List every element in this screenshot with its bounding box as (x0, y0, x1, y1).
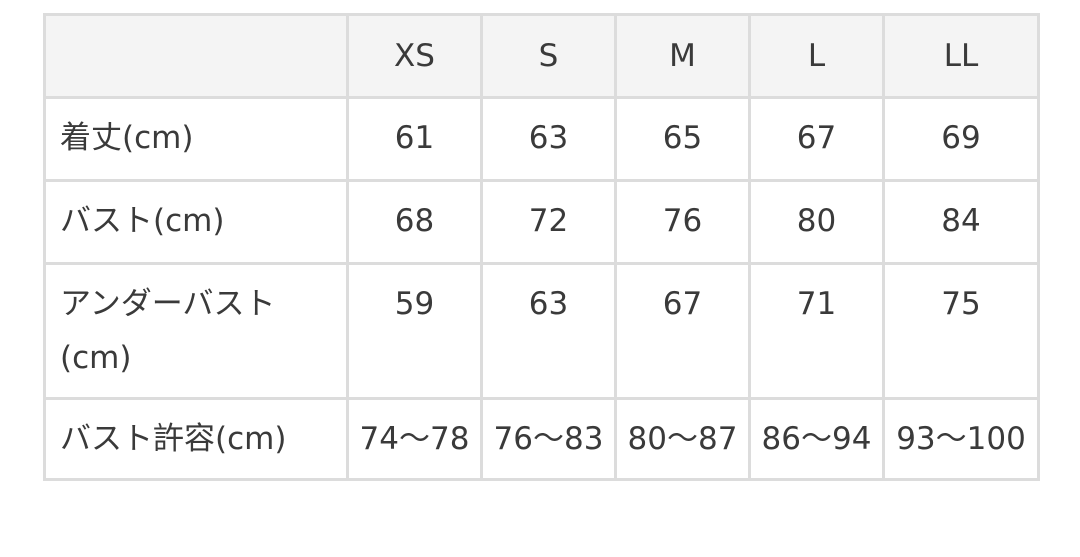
cell: 76 (614, 179, 751, 265)
header-row: XS S M L LL (43, 13, 1040, 99)
row-label: アンダーバスト(cm) (43, 262, 349, 400)
cell: 71 (748, 262, 885, 400)
cell: 76〜83 (480, 397, 617, 481)
header-size-ll: LL (882, 13, 1040, 99)
cell: 75 (882, 262, 1040, 400)
cell: 63 (480, 262, 617, 400)
row-label: 着丈(cm) (43, 96, 349, 182)
row-label: バスト許容(cm) (43, 397, 349, 481)
cell: 63 (480, 96, 617, 182)
cell: 61 (346, 96, 483, 182)
cell: 68 (346, 179, 483, 265)
cell: 80 (748, 179, 885, 265)
header-corner (43, 13, 349, 99)
size-chart-table: XS S M L LL 着丈(cm) 61 63 65 67 69 バスト(cm… (43, 13, 1040, 481)
header-size-xs: XS (346, 13, 483, 99)
cell: 59 (346, 262, 483, 400)
cell: 80〜87 (614, 397, 751, 481)
cell: 74〜78 (346, 397, 483, 481)
cell: 93〜100 (882, 397, 1040, 481)
table-row: バスト(cm) 68 72 76 80 84 (43, 179, 1040, 265)
cell: 86〜94 (748, 397, 885, 481)
header-size-s: S (480, 13, 617, 99)
cell: 67 (748, 96, 885, 182)
table-row: 着丈(cm) 61 63 65 67 69 (43, 96, 1040, 182)
cell: 69 (882, 96, 1040, 182)
table-row: アンダーバスト(cm) 59 63 67 71 75 (43, 262, 1040, 400)
cell: 84 (882, 179, 1040, 265)
cell: 72 (480, 179, 617, 265)
cell: 65 (614, 96, 751, 182)
row-label: バスト(cm) (43, 179, 349, 265)
cell: 67 (614, 262, 751, 400)
header-size-m: M (614, 13, 751, 99)
table-row: バスト許容(cm) 74〜78 76〜83 80〜87 86〜94 93〜100 (43, 397, 1040, 481)
header-size-l: L (748, 13, 885, 99)
